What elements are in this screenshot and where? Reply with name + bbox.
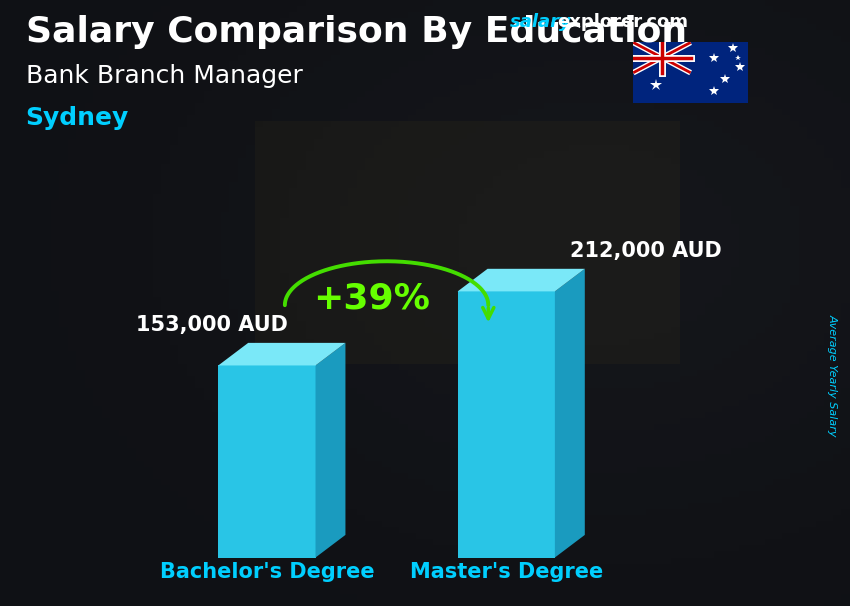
Polygon shape [218, 343, 345, 365]
Polygon shape [457, 269, 585, 291]
Text: Salary Comparison By Education: Salary Comparison By Education [26, 15, 687, 49]
Text: 212,000 AUD: 212,000 AUD [570, 241, 722, 261]
Text: Average Yearly Salary: Average Yearly Salary [827, 315, 837, 437]
Text: Bank Branch Manager: Bank Branch Manager [26, 64, 303, 88]
Text: +39%: +39% [313, 282, 430, 316]
Text: 153,000 AUD: 153,000 AUD [136, 315, 288, 335]
Text: salary: salary [510, 13, 572, 32]
Text: Sydney: Sydney [26, 106, 128, 130]
Polygon shape [315, 343, 345, 558]
Bar [457, 291, 555, 558]
Text: explorer.com: explorer.com [557, 13, 688, 32]
Bar [218, 365, 315, 558]
Polygon shape [555, 269, 585, 558]
